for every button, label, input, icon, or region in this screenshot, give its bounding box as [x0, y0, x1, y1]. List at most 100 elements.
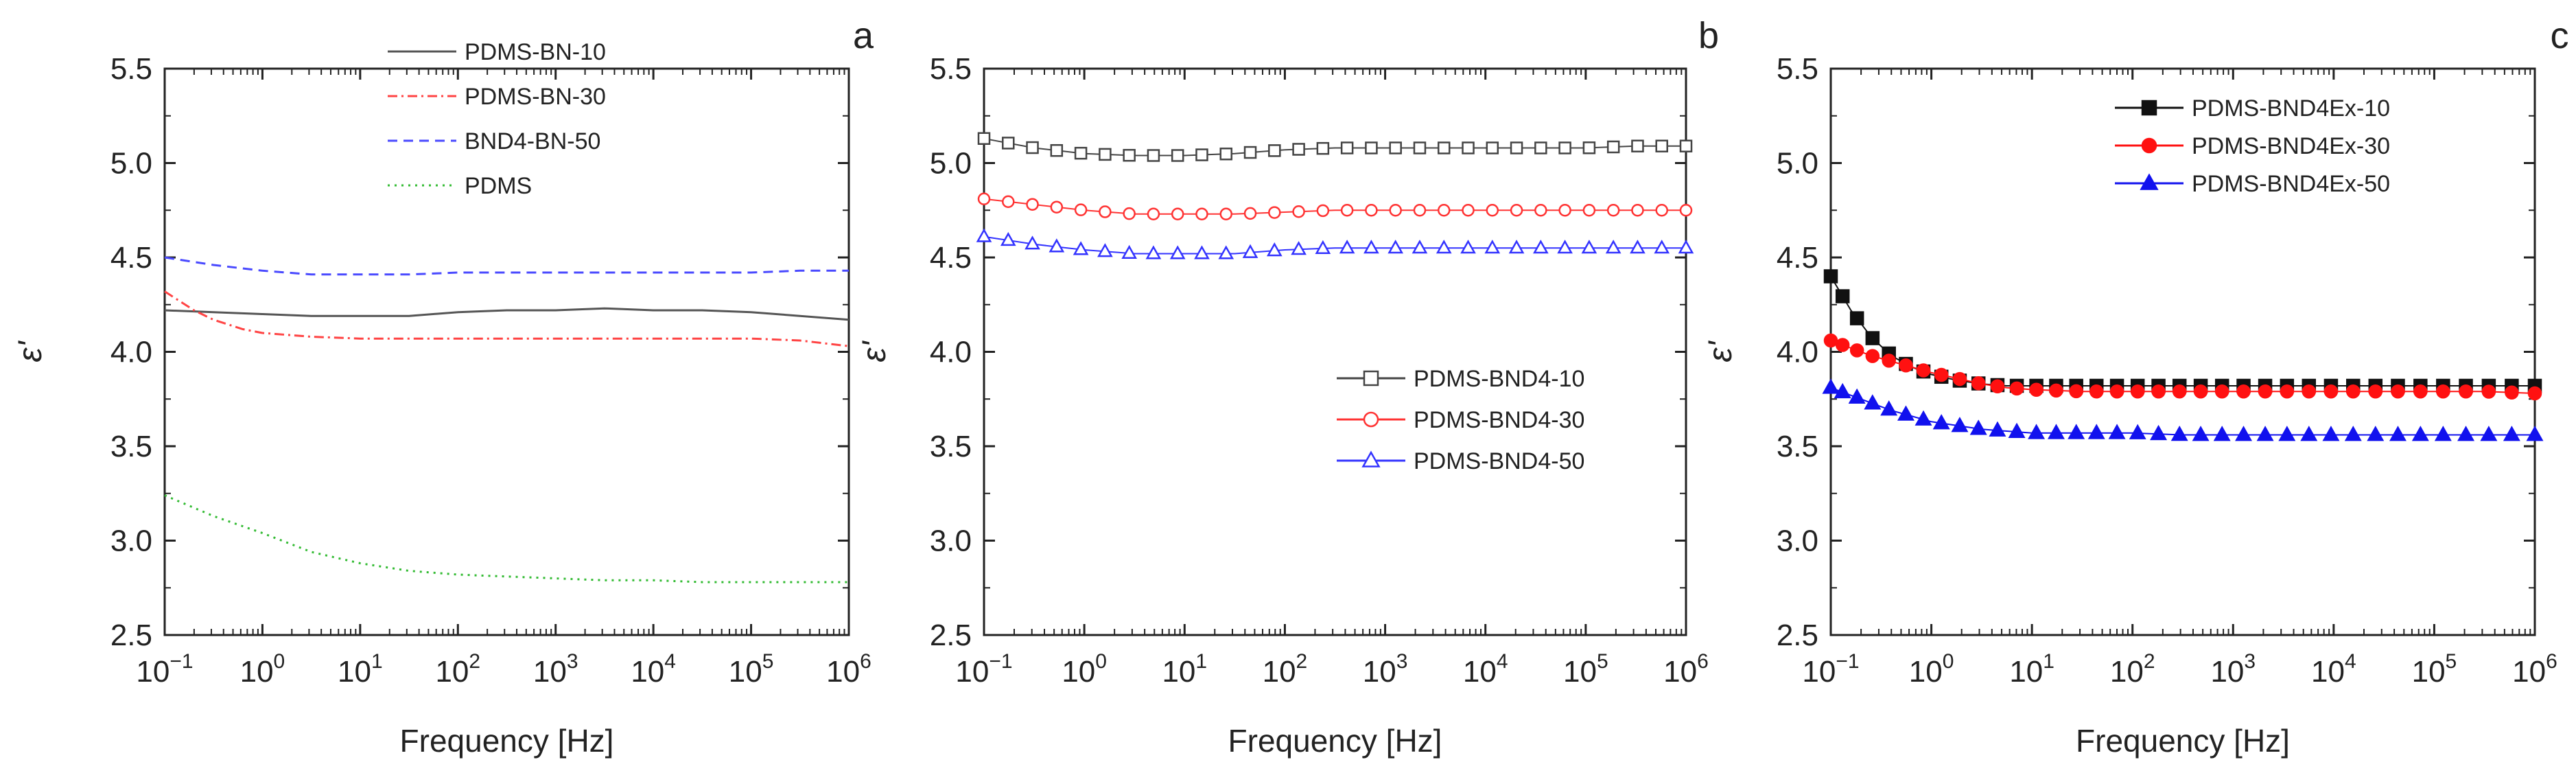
series-PDMS-BN-10 [164, 307, 850, 321]
data-point [2089, 384, 2104, 399]
data-point [1849, 311, 1864, 325]
legend-item: PDMS-BN-10 [388, 39, 606, 65]
data-point [1436, 240, 1452, 254]
plot-frame [1829, 67, 2536, 636]
data-point [2503, 426, 2520, 441]
data-point [1582, 141, 1596, 154]
data-point [1099, 205, 1112, 218]
data-point [1050, 143, 1064, 157]
y-tick-label: 4.0 [1777, 336, 1818, 369]
data-point [1437, 204, 1451, 217]
data-point [1679, 139, 1693, 152]
legend-label: PDMS-BND4Ex-30 [2192, 133, 2390, 159]
x-axis-label: Frequency [Hz] [1228, 723, 1442, 759]
data-point [1848, 388, 1866, 404]
y-axis-label: ε' [1702, 341, 1739, 362]
data-point [1582, 204, 1596, 217]
data-point [1679, 204, 1693, 217]
y-tick-label: 4.5 [930, 241, 972, 275]
series-line [164, 494, 849, 584]
data-point [1989, 421, 2006, 437]
data-point [1049, 238, 1065, 253]
data-point [2150, 424, 2168, 441]
legend-item: PDMS-BND4Ex-50 [2115, 171, 2390, 197]
legend-label: PDMS-BND4-30 [1414, 407, 1584, 433]
data-point [2193, 384, 2208, 399]
chart-panel-a: 10−1 100 101 102 103 104 105 106 2.5 3.0 3.5 4.0 4.5… [12, 15, 874, 759]
series-line [164, 256, 849, 276]
x-tick-label: 102 [2110, 650, 2155, 689]
x-tick-label: 101 [1162, 650, 1207, 689]
data-point [1823, 333, 1838, 348]
data-point [2278, 426, 2296, 441]
data-point [2236, 384, 2251, 399]
data-point [1123, 207, 1136, 220]
data-point [1219, 147, 1233, 161]
data-point [1242, 244, 1258, 258]
data-point [2109, 384, 2124, 399]
series-PDMS [164, 494, 849, 584]
data-point [1630, 240, 1646, 254]
data-point [1169, 245, 1186, 259]
data-point [1243, 207, 1257, 220]
data-point [1835, 289, 1850, 303]
data-point [1219, 207, 1233, 220]
data-point [1074, 203, 1088, 216]
data-point [2028, 424, 2046, 439]
x-tick-label: 103 [2210, 650, 2256, 689]
x-tick-label: 101 [2009, 650, 2054, 689]
series-PDMS-BND4Ex-10 [1823, 269, 2542, 393]
y-tick-label: 3.0 [110, 524, 152, 558]
x-tick-label: 106 [1663, 650, 1709, 689]
legend-item: PDMS-BN-30 [388, 84, 606, 110]
series-PDMS-BND4Ex-30 [1823, 333, 2542, 401]
data-point [1315, 240, 1331, 254]
legend-label: PDMS-BND4-50 [1414, 448, 1584, 474]
y-tick-label: 4.5 [1777, 241, 1818, 275]
data-point [1897, 405, 1915, 421]
legend-label: PDMS-BN-10 [465, 39, 606, 65]
data-point [1631, 139, 1644, 152]
data-point [1558, 141, 1571, 154]
legend-item: PDMS-BND4Ex-30 [2115, 133, 2390, 159]
data-point [1899, 358, 1913, 373]
data-point [1316, 141, 1330, 155]
data-point [1243, 146, 1257, 159]
data-point [2436, 384, 2450, 399]
data-point [1932, 414, 1950, 430]
data-point [1099, 148, 1112, 161]
data-point [1462, 204, 1475, 217]
data-point [1365, 204, 1378, 217]
legend-item: PDMS [388, 173, 532, 199]
series-line [983, 235, 1686, 255]
x-tick-label: 100 [1062, 650, 1107, 689]
x-tick-label: 106 [2512, 650, 2557, 689]
data-point [1581, 240, 1597, 254]
data-point [2068, 424, 2085, 439]
data-point [1484, 240, 1501, 254]
data-point [1412, 240, 1428, 254]
data-point [1951, 417, 1969, 432]
data-point [1865, 349, 1880, 363]
data-point [1437, 141, 1451, 154]
legend-label: PDMS [465, 173, 532, 199]
x-tick-label: 103 [1363, 650, 1408, 689]
y-tick-label: 3.0 [1777, 524, 1818, 558]
y-tick-label: 2.5 [930, 619, 972, 652]
data-point [2413, 384, 2428, 399]
legend-swatch-marker [2141, 137, 2157, 154]
data-point [1508, 240, 1525, 254]
data-point [1316, 204, 1330, 218]
legend-swatch-marker [1363, 411, 1379, 428]
y-tick-label: 5.5 [1777, 52, 1818, 86]
data-point [1171, 149, 1184, 162]
data-point [2049, 383, 2063, 398]
legend-item: PDMS-BND4-50 [1337, 448, 1584, 474]
data-point [1292, 205, 1305, 218]
series-line [164, 307, 850, 321]
data-point [1218, 245, 1234, 259]
data-point [2481, 384, 2496, 399]
data-point [1195, 207, 1208, 220]
panel-label: a [853, 15, 874, 56]
legend-item: PDMS-BND4-10 [1337, 366, 1584, 392]
